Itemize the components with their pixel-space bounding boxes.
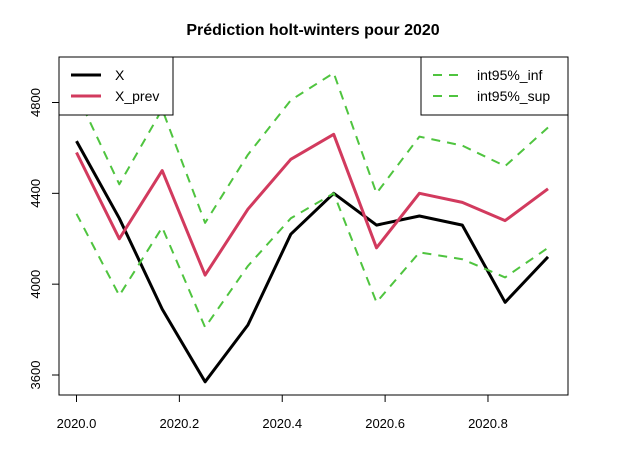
legend-label-x: X	[115, 67, 125, 83]
series-line-x-prev	[75, 132, 549, 277]
legend-label-int95-inf: int95%_inf	[477, 67, 542, 83]
legend-frame	[420, 56, 569, 116]
x-tick-label: 2020.8	[468, 416, 508, 431]
y-tick-label: 3600	[28, 361, 43, 390]
x-tick-label: 2020.2	[159, 416, 199, 431]
chart-title: Prédiction holt-winters pour 2020	[186, 22, 439, 39]
y-tick-label: 4800	[28, 88, 43, 117]
x-tick-label: 2020.4	[262, 416, 302, 431]
x-tick-label: 2020.6	[365, 416, 405, 431]
series-line-x	[75, 140, 550, 384]
x-tick-label: 2020.0	[57, 416, 97, 431]
y-tick-label: 4400	[28, 179, 43, 208]
legend-frame	[58, 56, 174, 116]
series-line-int95-sup	[75, 72, 549, 224]
series-line-int95-inf	[75, 192, 549, 329]
legend-label-int95-sup: int95%_sup	[477, 88, 550, 104]
legend-label-x-prev: X_prev	[115, 88, 159, 104]
y-tick-label: 4000	[28, 270, 43, 299]
legend-box: X X_prev	[58, 56, 174, 116]
legend-box: int95%_inf int95%_sup	[420, 56, 569, 116]
